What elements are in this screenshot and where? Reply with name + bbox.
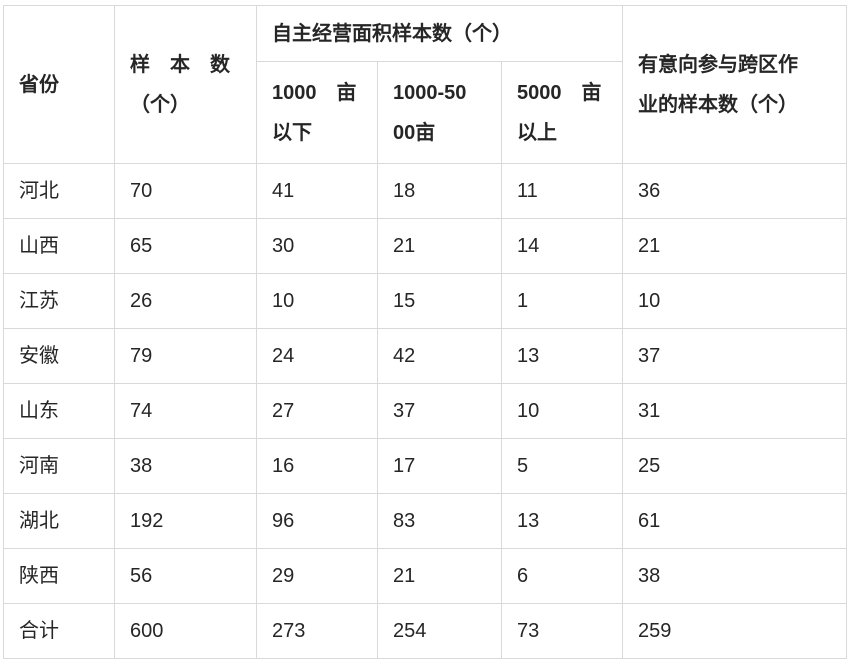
cell-1000-5000: 21 (377, 218, 502, 274)
cell-province: 湖北 (3, 493, 115, 549)
cell-below-1000: 10 (256, 273, 378, 329)
cell-sample-count: 600 (114, 603, 257, 659)
cell-above-5000: 13 (501, 328, 623, 384)
cell-above-5000: 5 (501, 438, 623, 494)
col-header-cross-region-intent: 有意向参与跨区作 业的样本数（个） (622, 5, 847, 164)
cell-cross-region: 259 (622, 603, 847, 659)
cell-below-1000: 273 (256, 603, 378, 659)
cell-cross-region: 61 (622, 493, 847, 549)
cell-province: 山东 (3, 383, 115, 439)
col-header-below-1000-mu: 1000 亩 以下 (256, 61, 378, 164)
cell-cross-region: 31 (622, 383, 847, 439)
cell-1000-5000: 15 (377, 273, 502, 329)
col-header-above-5000-mu: 5000 亩 以上 (501, 61, 623, 164)
table-row-jiangsu: 江苏 26 10 15 1 10 (3, 273, 847, 329)
cell-sample-count: 192 (114, 493, 257, 549)
cell-sample-count: 56 (114, 548, 257, 604)
cell-province: 河北 (3, 163, 115, 219)
cell-above-5000: 10 (501, 383, 623, 439)
cell-above-5000: 1 (501, 273, 623, 329)
col-header-1000-5000-mu: 1000-50 00亩 (377, 61, 502, 164)
cell-1000-5000: 18 (377, 163, 502, 219)
table-row-shaanxi: 陕西 56 29 21 6 38 (3, 548, 847, 604)
province-sample-table: 省份 样 本 数 （个） 自主经营面积样本数（个） 有意向参与跨区作 业的样本数… (3, 5, 847, 659)
cell-cross-region: 37 (622, 328, 847, 384)
cell-cross-region: 36 (622, 163, 847, 219)
cell-above-5000: 14 (501, 218, 623, 274)
cell-1000-5000: 21 (377, 548, 502, 604)
header-row-top: 省份 样 本 数 （个） 自主经营面积样本数（个） 有意向参与跨区作 业的样本数… (3, 5, 847, 164)
header-row-sub: 1000 亩 以下 1000-50 00亩 5000 亩 以上 (4, 61, 847, 164)
cell-1000-5000: 254 (377, 603, 502, 659)
cell-below-1000: 16 (256, 438, 378, 494)
cell-above-5000: 13 (501, 493, 623, 549)
cell-province: 陕西 (3, 548, 115, 604)
cell-sample-count: 79 (114, 328, 257, 384)
col-header-province: 省份 (3, 5, 115, 164)
cell-below-1000: 29 (256, 548, 378, 604)
cell-province: 江苏 (3, 273, 115, 329)
table-row-henan: 河南 38 16 17 5 25 (3, 438, 847, 494)
cell-sample-count: 26 (114, 273, 257, 329)
cell-1000-5000: 37 (377, 383, 502, 439)
cell-1000-5000: 42 (377, 328, 502, 384)
col-header-sample-count: 样 本 数 （个） (114, 5, 257, 164)
cell-cross-region: 38 (622, 548, 847, 604)
table-row-anhui: 安徽 79 24 42 13 37 (3, 328, 847, 384)
cell-1000-5000: 83 (377, 493, 502, 549)
cell-below-1000: 24 (256, 328, 378, 384)
cell-sample-count: 74 (114, 383, 257, 439)
table-row-shandong: 山东 74 27 37 10 31 (3, 383, 847, 439)
cell-province: 合计 (3, 603, 115, 659)
cell-sample-count: 65 (114, 218, 257, 274)
cell-cross-region: 21 (622, 218, 847, 274)
cell-below-1000: 27 (256, 383, 378, 439)
cell-cross-region: 10 (622, 273, 847, 329)
cell-above-5000: 73 (501, 603, 623, 659)
table-row-shanxi: 山西 65 30 21 14 21 (3, 218, 847, 274)
cell-below-1000: 30 (256, 218, 378, 274)
cell-1000-5000: 17 (377, 438, 502, 494)
cell-province: 安徽 (3, 328, 115, 384)
col-header-self-operated-area-group: 自主经营面积样本数（个） (256, 5, 623, 62)
cell-above-5000: 6 (501, 548, 623, 604)
cell-cross-region: 25 (622, 438, 847, 494)
table-row-total: 合计 600 273 254 73 259 (3, 603, 847, 659)
cell-below-1000: 96 (256, 493, 378, 549)
cell-below-1000: 41 (256, 163, 378, 219)
table-row-hubei: 湖北 192 96 83 13 61 (3, 493, 847, 549)
table-row-hebei: 河北 70 41 18 11 36 (3, 163, 847, 219)
cell-province: 河南 (3, 438, 115, 494)
cell-sample-count: 38 (114, 438, 257, 494)
cell-sample-count: 70 (114, 163, 257, 219)
cell-above-5000: 11 (501, 163, 623, 219)
cell-province: 山西 (3, 218, 115, 274)
